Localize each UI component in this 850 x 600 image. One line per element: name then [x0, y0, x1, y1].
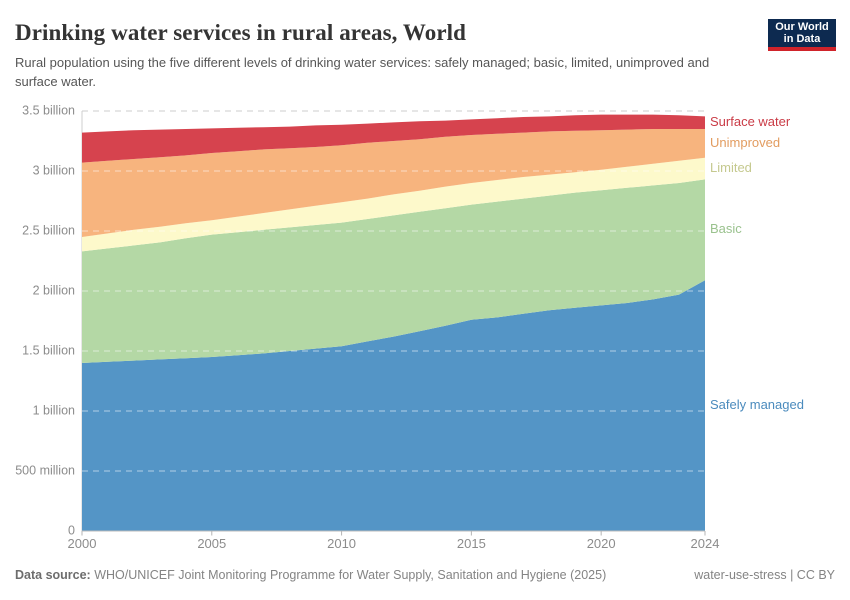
y-tick-label: 3 billion [33, 163, 75, 177]
y-tick-label: 1 billion [33, 403, 75, 417]
data-source-text: WHO/UNICEF Joint Monitoring Programme fo… [94, 568, 607, 582]
x-tick-label: 2010 [327, 536, 356, 551]
y-tick-label: 0 [68, 523, 75, 537]
area-limited[interactable] [82, 157, 705, 252]
legend-label-surface-water: Surface water [710, 114, 791, 129]
owid-logo-red-bar [768, 47, 836, 51]
area-safely-managed[interactable] [82, 280, 705, 531]
data-source: Data source: WHO/UNICEF Joint Monitoring… [15, 568, 606, 582]
data-source-label: Data source: [15, 568, 91, 582]
legend-label-safely-managed: Safely managed [710, 397, 804, 412]
chart-subtitle: Rural population using the five differen… [15, 55, 710, 89]
x-tick-label: 2015 [457, 536, 486, 551]
page-title: Drinking water services in rural areas, … [15, 20, 467, 45]
x-tick-label: 2020 [587, 536, 616, 551]
chart-footer: Data source: WHO/UNICEF Joint Monitoring… [15, 568, 835, 582]
area-unimproved[interactable] [82, 129, 705, 237]
license-note: water-use-stress | CC BY [694, 568, 835, 582]
legend-label-basic: Basic [710, 221, 742, 236]
area-basic[interactable] [82, 179, 705, 363]
y-tick-label: 2.5 billion [22, 223, 75, 237]
y-tick-label: 3.5 billion [22, 103, 75, 117]
owid-logo: Our World in Data [768, 19, 836, 51]
y-tick-label: 1.5 billion [22, 343, 75, 357]
stacked-area-chart[interactable]: Safely managed Basic Limited Unimproved Surf… [0, 0, 850, 560]
legend-label-unimproved: Unimproved [710, 135, 780, 150]
x-tick-label: 2024 [691, 536, 720, 551]
owid-logo-line1: Our World [775, 21, 829, 33]
owid-logo-line2: in Data [783, 33, 821, 45]
owid-logo-box: Our World in Data [768, 19, 836, 47]
x-tick-label: 2005 [197, 536, 226, 551]
x-tick-label: 2000 [68, 536, 97, 551]
y-tick-label: 500 million [15, 463, 75, 477]
y-tick-label: 2 billion [33, 283, 75, 297]
area-surface-water[interactable] [82, 114, 705, 163]
legend-label-limited: Limited [710, 160, 752, 175]
